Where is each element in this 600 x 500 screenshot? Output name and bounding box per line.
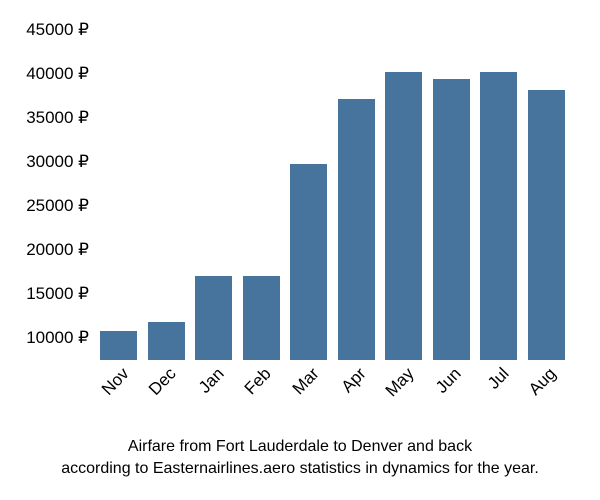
- airfare-bar-chart: 10000 ₽ 15000 ₽ 20000 ₽ 25000 ₽ 30000 ₽ 35000…: [0, 0, 600, 500]
- y-tick-label: 15000 ₽: [26, 284, 95, 304]
- y-tick-label: 40000 ₽: [26, 64, 95, 84]
- y-tick-label: 10000 ₽: [26, 328, 95, 348]
- y-tick-label: 20000 ₽: [26, 240, 95, 260]
- x-tick-label: Apr: [338, 364, 371, 397]
- x-tick-label: Feb: [241, 364, 276, 399]
- bar: [100, 331, 137, 360]
- x-tick-label: Nov: [98, 364, 133, 400]
- y-tick-label: 30000 ₽: [26, 152, 95, 172]
- x-tick-label: Jun: [432, 364, 465, 398]
- bar: [338, 99, 375, 360]
- bar: [528, 90, 565, 360]
- caption-line-2: according to Easternairlines.aero statis…: [0, 458, 600, 480]
- bar: [433, 79, 470, 360]
- bar: [385, 72, 422, 360]
- bar: [290, 164, 327, 360]
- x-tick-label: Mar: [288, 364, 323, 399]
- bar: [148, 322, 185, 360]
- chart-caption: Airfare from Fort Lauderdale to Denver a…: [0, 436, 600, 479]
- x-tick-label: May: [381, 364, 418, 401]
- plot-area: 10000 ₽15000 ₽20000 ₽25000 ₽30000 ₽35000…: [95, 30, 570, 360]
- y-tick-label: 45000 ₽: [26, 20, 95, 40]
- y-tick-label: 25000 ₽: [26, 196, 95, 216]
- bar: [243, 276, 280, 360]
- bar: [195, 276, 232, 360]
- x-tick-label: Jul: [484, 364, 513, 394]
- x-tick-label: Jan: [195, 364, 228, 398]
- x-tick-label: Aug: [525, 364, 560, 400]
- caption-line-1: Airfare from Fort Lauderdale to Denver a…: [0, 436, 600, 458]
- y-tick-label: 35000 ₽: [26, 108, 95, 128]
- x-tick-label: Dec: [145, 364, 180, 400]
- bar: [480, 72, 517, 360]
